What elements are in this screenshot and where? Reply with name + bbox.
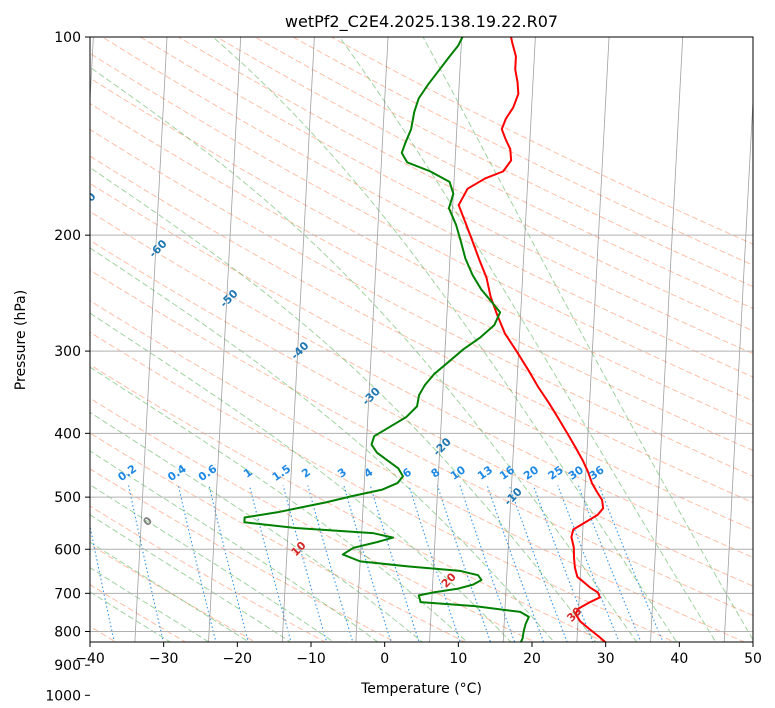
moist-adiabat-line [90, 484, 335, 642]
moist-adiabat-line [90, 167, 597, 642]
dry-adiabat-line [90, 300, 746, 642]
dry-adiabat-line [90, 52, 753, 402]
x-tick-label: −20 [223, 651, 253, 667]
y-tick-label: 100 [54, 30, 81, 46]
y-tick-label: 800 [54, 625, 81, 641]
plot-frame [89, 36, 754, 643]
isotherm-line [134, 37, 168, 642]
temperature-line [457, 37, 607, 642]
x-tick-label: 30 [597, 651, 615, 667]
moist-adiabat-label: 40 [671, 638, 691, 658]
isotherm-line [355, 37, 389, 642]
mixing-ratio-line [436, 485, 492, 642]
chart-title: wetPf2_C2E4.2025.138.19.22.R07 [285, 12, 558, 32]
moist-adiabat-line [90, 247, 555, 642]
y-tick-label: 300 [54, 344, 81, 360]
isotherms [90, 37, 753, 642]
moist-adiabats [90, 37, 753, 642]
y-tick-label: 400 [54, 426, 81, 442]
x-tick-label: 40 [670, 651, 688, 667]
dry-adiabat-line [90, 432, 466, 642]
isotherm-line [281, 37, 315, 642]
dry-adiabat-line [90, 239, 753, 587]
mixing-ratio-line [486, 485, 545, 642]
mixing-ratio-line [128, 485, 164, 642]
y-axis: 100 200 300 400 500 600 700 800 900 1000 [45, 30, 90, 704]
pressure-gridlines [90, 37, 753, 633]
x-axis-label: Temperature (°C) [360, 681, 482, 697]
y-tick-label: 1000 [45, 688, 81, 704]
dry-adiabat-line [90, 210, 753, 559]
dry-adiabat-line [140, 37, 753, 355]
y-tick-label: 200 [54, 228, 81, 244]
moist-adiabat-line [422, 37, 753, 641]
profile-lines [243, 37, 607, 642]
dry-adiabat-line [90, 77, 753, 426]
mixing-ratio-line [508, 485, 568, 642]
dry-adiabat-line [90, 182, 753, 531]
dewpoint-line [243, 37, 530, 642]
x-tick-label: 10 [449, 651, 467, 667]
mixing-ratio-line [459, 485, 516, 642]
isotherm-line [576, 37, 610, 642]
mixing-ratio-line [90, 523, 115, 642]
y-tick-label: 600 [54, 542, 81, 558]
x-axis: −40 −30 −20 −10 0 10 20 30 40 50 [75, 642, 762, 667]
x-tick-label: 20 [523, 651, 541, 667]
mixing-ratio-line [369, 485, 420, 642]
moist-adiabat-line [90, 312, 512, 642]
mixing-ratio-line [343, 485, 392, 642]
isotherm-line [502, 37, 536, 642]
mixing-ratio-line [532, 485, 594, 642]
moist-adiabat-line [339, 37, 717, 642]
dry-adiabat-line [90, 128, 753, 477]
isotherm-line [650, 37, 684, 642]
dry-adiabat-line [90, 397, 536, 642]
isotherm-line [429, 37, 463, 642]
dry-adiabat-line [90, 331, 676, 642]
y-tick-label: 500 [54, 490, 81, 506]
dry-adiabat-line [101, 37, 753, 378]
isotherm-label: -70 [75, 190, 98, 213]
y-tick-label: 700 [54, 586, 81, 602]
mixing-ratio-label: 0.1 [69, 462, 92, 484]
x-tick-label: −30 [149, 651, 179, 667]
x-tick-label: −10 [296, 651, 326, 667]
y-axis-label: Pressure (hPa) [13, 290, 29, 390]
moist-adiabat-line [90, 66, 638, 642]
y-tick-label: 900 [54, 658, 81, 674]
dry-adiabat-line [90, 102, 753, 452]
moist-adiabat-line [212, 37, 678, 642]
isotherm-line [723, 93, 753, 642]
x-tick-label: 50 [744, 651, 762, 667]
moist-adiabat-line [90, 514, 292, 642]
isotherm-line [208, 37, 242, 642]
x-tick-label: −40 [75, 651, 105, 667]
x-tick-label: 0 [380, 651, 389, 667]
